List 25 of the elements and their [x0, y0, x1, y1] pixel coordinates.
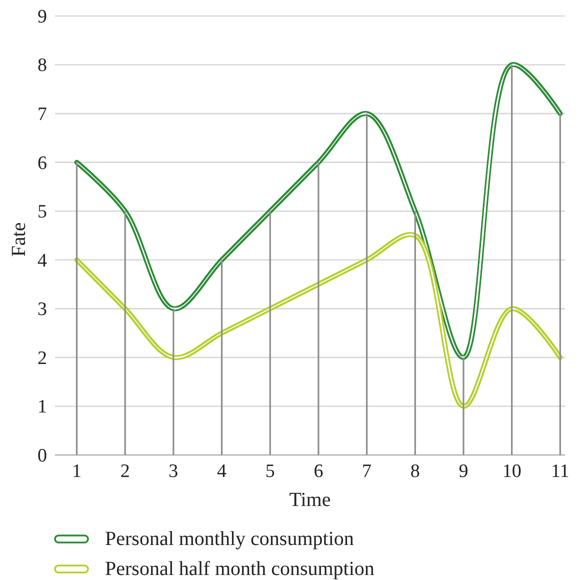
y-tick-label: 3 [38, 299, 47, 320]
y-tick-label: 7 [38, 104, 47, 126]
y-tick-label: 4 [38, 250, 48, 272]
x-tick-label: 4 [217, 461, 228, 482]
x-axis-title: Time [289, 489, 331, 511]
y-tick-label: 6 [38, 152, 47, 174]
y-tick-label: 5 [38, 202, 47, 223]
y-tick-label: 9 [38, 6, 47, 28]
legend-label: Personal monthly consumption [105, 528, 354, 550]
x-tick-label: 6 [314, 461, 324, 482]
y-tick-label: 0 [38, 445, 47, 466]
y-tick-label: 8 [38, 55, 47, 76]
x-tick-label: 11 [551, 461, 570, 482]
x-tick-label: 8 [410, 461, 420, 482]
x-tick-label: 1 [72, 461, 82, 482]
x-tick-label: 9 [458, 461, 468, 482]
y-axis-title: Fate [8, 222, 30, 257]
y-tick-label: 1 [38, 396, 47, 418]
legend-label: Personal half month consumption [105, 558, 374, 580]
y-tick-label: 2 [38, 348, 47, 369]
x-tick-label: 5 [265, 461, 275, 482]
x-tick-label: 2 [120, 461, 130, 482]
x-tick-label: 7 [362, 461, 372, 482]
x-tick-label: 10 [502, 461, 522, 482]
x-tick-label: 3 [168, 461, 178, 482]
